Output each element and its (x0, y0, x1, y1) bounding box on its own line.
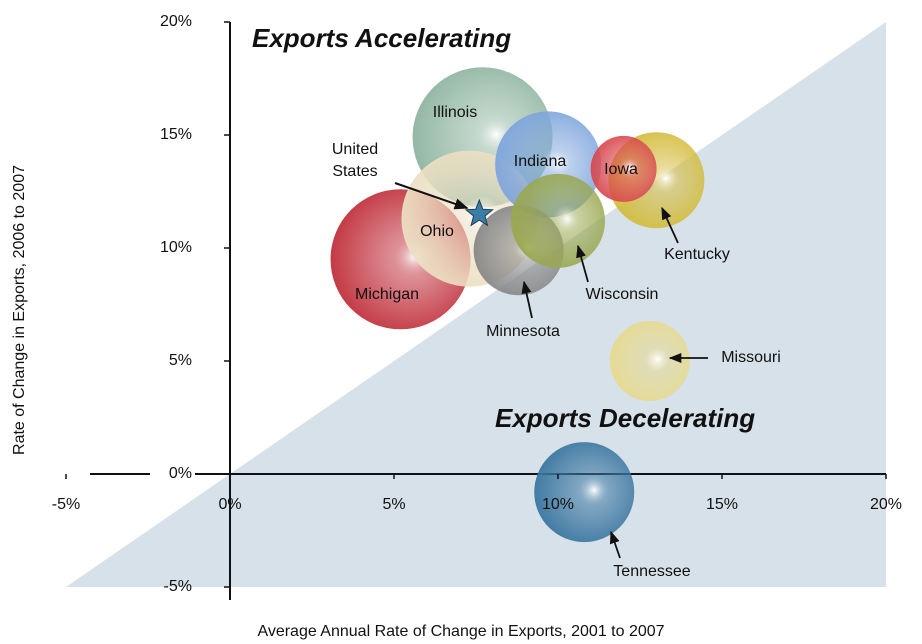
benchmark-label: United (332, 141, 378, 158)
x-tick-label: 5% (382, 496, 405, 513)
point-label: Ohio (420, 223, 454, 240)
point-label: Minnesota (486, 323, 560, 340)
y-axis-title: Rate of Change in Exports, 2006 to 2007 (11, 165, 28, 455)
y-tick-label: -5% (164, 578, 192, 595)
y-tick-label: 0% (169, 465, 192, 482)
point-label: Iowa (604, 161, 638, 178)
point-label: Wisconsin (586, 286, 659, 303)
x-tick-label: 15% (706, 496, 738, 513)
bubble (609, 321, 690, 401)
arrow (576, 244, 589, 283)
y-tick-label: 20% (160, 13, 192, 30)
bubble (511, 173, 605, 268)
arrow (521, 280, 533, 319)
annotation: Exports Accelerating (252, 23, 511, 53)
arrow (609, 530, 621, 559)
point-label: Michigan (355, 286, 419, 303)
x-tick-label: 0% (218, 496, 241, 513)
annotation: Exports Decelerating (495, 403, 755, 433)
x-tick-label: 10% (542, 496, 574, 513)
x-tick-label: 20% (870, 496, 902, 513)
arrow (394, 182, 469, 210)
point-label: Missouri (721, 349, 781, 366)
point-label: Tennessee (613, 563, 690, 580)
benchmark-label: States (332, 163, 377, 180)
point-label: Kentucky (664, 246, 730, 263)
y-tick-label: 15% (160, 126, 192, 143)
point-label: Illinois (433, 104, 477, 121)
x-tick-label: -5% (52, 496, 80, 513)
point-label: Indiana (514, 153, 567, 170)
arrow (661, 206, 679, 244)
y-tick-label: 5% (169, 352, 192, 369)
x-axis-title: Average Annual Rate of Change in Exports… (257, 623, 664, 640)
benchmark-star (464, 198, 494, 227)
y-tick-label: 10% (160, 239, 192, 256)
bubble (534, 442, 635, 543)
bubble (590, 135, 657, 202)
